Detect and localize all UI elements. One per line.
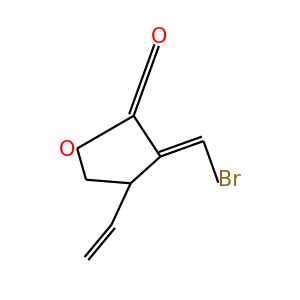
Text: O: O (58, 140, 75, 160)
Text: Br: Br (218, 170, 241, 190)
Text: O: O (151, 27, 167, 47)
